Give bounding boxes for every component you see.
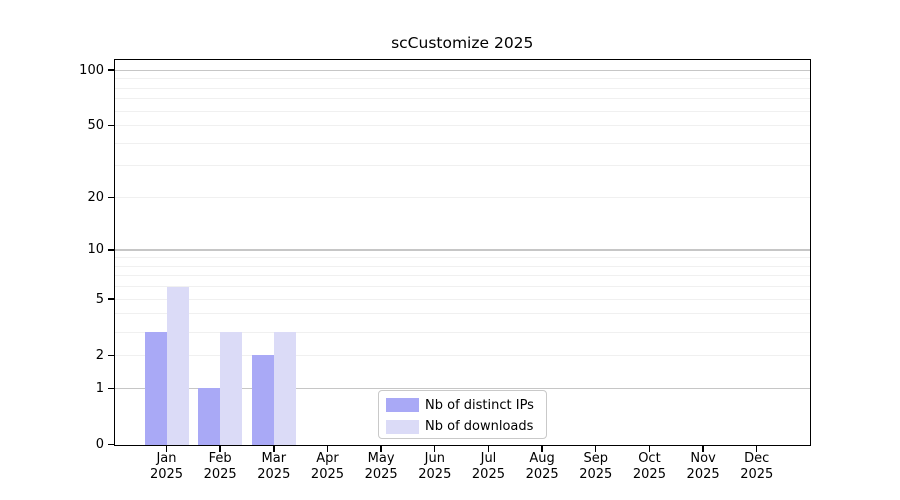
bar-nb-of-downloads-feb [220, 332, 243, 445]
x-tick-label-sep: Sep 2025 [579, 450, 613, 483]
legend-item-nb-of-distinct-ips: Nb of distinct IPs [386, 395, 534, 415]
plot-area [113, 59, 811, 446]
minor-gridline-20 [114, 197, 810, 199]
minor-gridline-5 [114, 298, 810, 300]
minor-gridline-3 [114, 331, 810, 333]
minor-gridline-2 [114, 354, 810, 356]
minor-gridline-6 [114, 286, 810, 288]
x-tick-label-nov: Nov 2025 [686, 450, 720, 483]
x-tick-apr [326, 445, 329, 452]
bar-nb-of-distinct-ips-jan [144, 332, 167, 445]
bar-nb-of-distinct-ips-mar [251, 355, 274, 445]
bar-nb-of-distinct-ips-feb [198, 388, 221, 445]
legend-item-nb-of-downloads: Nb of downloads [386, 417, 533, 437]
major-gridline-1 [114, 387, 810, 389]
x-tick-sep [595, 445, 597, 452]
x-tick-label-mar: Mar 2025 [257, 450, 291, 483]
minor-gridline-40 [114, 142, 810, 144]
minor-gridline-60 [114, 110, 810, 112]
minor-gridline-80 [114, 87, 810, 89]
x-tick-jan [165, 445, 168, 452]
y-tick-label-1: 1 [95, 380, 104, 396]
minor-gridline-9 [114, 257, 810, 259]
x-tick-aug [541, 445, 543, 452]
x-tick-label-jan: Jan 2025 [149, 450, 184, 483]
y-tick-50 [107, 124, 115, 127]
legend: Nb of distinct IPs Nb of downloads [378, 390, 547, 439]
y-tick-10 [107, 249, 115, 251]
legend-swatch-nb-of-distinct-ips [386, 398, 419, 412]
y-tick-label-100: 100 [79, 62, 104, 78]
x-tick-label-may: May 2025 [364, 450, 398, 483]
x-tick-label-aug: Aug 2025 [525, 450, 559, 483]
x-tick-jun [434, 445, 436, 452]
y-tick-label-20: 20 [87, 190, 104, 206]
x-tick-label-feb: Feb 2025 [203, 450, 237, 483]
legend-label-nb-of-downloads: Nb of downloads [425, 419, 534, 434]
chart-title: scCustomize 2025 [391, 34, 534, 52]
major-gridline-100 [114, 69, 810, 71]
minor-gridline-7 [114, 275, 810, 277]
x-tick-label-apr: Apr 2025 [310, 450, 345, 483]
minor-gridline-4 [114, 313, 810, 315]
x-tick-feb [219, 445, 221, 452]
legend-label-nb-of-distinct-ips: Nb of distinct IPs [425, 397, 534, 413]
minor-gridline-30 [114, 165, 810, 167]
x-tick-nov [702, 445, 704, 452]
y-tick-label-2: 2 [95, 347, 104, 363]
x-tick-jul [487, 445, 490, 452]
minor-gridline-50 [114, 125, 810, 127]
x-tick-label-jul: Jul 2025 [471, 450, 505, 483]
y-tick-2 [107, 354, 115, 357]
bar-nb-of-downloads-mar [273, 332, 296, 445]
y-tick-label-50: 50 [87, 118, 104, 134]
x-tick-dec [756, 445, 758, 452]
x-tick-label-dec: Dec 2025 [740, 450, 774, 483]
x-tick-mar [273, 445, 275, 452]
y-tick-5 [107, 298, 115, 300]
x-tick-label-oct: Oct 2025 [632, 450, 666, 483]
major-gridline-10 [114, 249, 810, 251]
y-tick-100 [107, 69, 115, 71]
x-tick-oct [648, 445, 651, 452]
minor-gridline-8 [114, 265, 810, 267]
legend-swatch-nb-of-downloads [386, 419, 419, 434]
y-tick-label-10: 10 [87, 242, 104, 258]
bar-nb-of-downloads-jan [166, 286, 189, 445]
y-tick-1 [107, 387, 115, 389]
minor-gridline-90 [114, 78, 810, 80]
y-tick-20 [107, 196, 115, 199]
y-tick-label-0: 0 [95, 437, 104, 452]
minor-gridline-70 [114, 98, 810, 100]
x-tick-may [380, 445, 382, 452]
x-tick-label-jun: Jun 2025 [418, 450, 452, 483]
y-tick-0 [107, 443, 115, 446]
y-tick-label-5: 5 [95, 291, 104, 307]
